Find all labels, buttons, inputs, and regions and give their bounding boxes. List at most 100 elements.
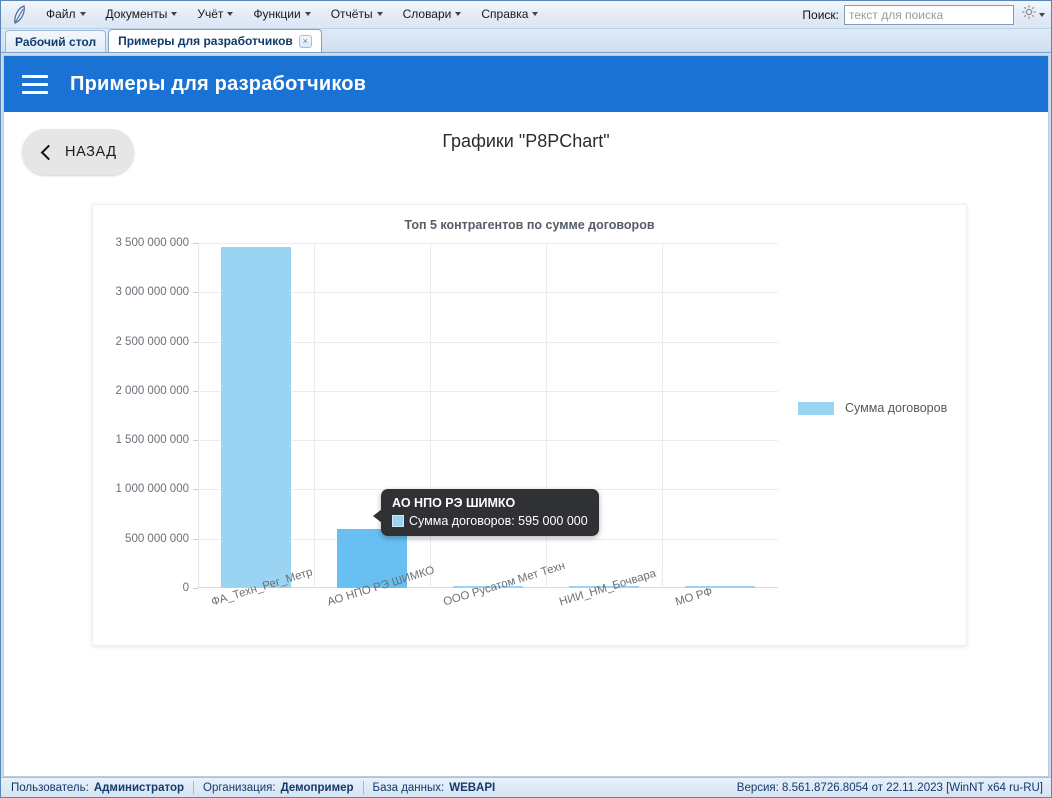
chart-bar[interactable] — [569, 586, 639, 588]
chevron-down-icon — [455, 12, 462, 16]
back-button[interactable]: НАЗАД — [22, 129, 134, 175]
y-axis-tick-label: 500 000 000 — [125, 532, 189, 545]
y-axis-tick-label: 2 000 000 000 — [115, 384, 189, 397]
chevron-down-icon — [532, 12, 539, 16]
tab-desktop[interactable]: Рабочий стол — [5, 30, 107, 52]
chart-bar[interactable] — [453, 585, 523, 588]
status-user-label: Пользователь: — [11, 781, 89, 794]
back-button-label: НАЗАД — [65, 144, 117, 160]
y-axis-tick-label: 0 — [182, 582, 189, 594]
page-title: Графики "P8PChart" — [442, 131, 610, 151]
menu-item-help[interactable]: Справка — [472, 2, 547, 27]
status-divider — [362, 781, 364, 794]
y-axis-tick-mark — [193, 489, 198, 491]
app-header: Примеры для разработчиков — [4, 56, 1048, 112]
grid-line-horizontal — [198, 292, 778, 294]
chart-title: Топ 5 контрагентов по сумме договоров — [404, 218, 655, 232]
app-title: Примеры для разработчиков — [70, 72, 367, 95]
menu-item-label: Файл — [46, 7, 76, 21]
status-org-label: Организация: — [203, 781, 276, 794]
chevron-down-icon — [79, 12, 86, 16]
chart-tooltip: АО НПО РЭ ШИМКО Сумма договоров: 595 000… — [373, 489, 599, 536]
menu-item-label: Словари — [402, 7, 452, 21]
menu-item-label: Отчёты — [330, 7, 373, 21]
y-axis-tick-mark — [193, 538, 198, 540]
feather-logo-icon — [9, 4, 31, 26]
y-axis-tick-mark — [193, 292, 198, 294]
search-label: Поиск: — [802, 7, 839, 22]
chevron-left-icon — [40, 144, 57, 160]
status-user-value: Администратор — [93, 781, 185, 794]
status-db-label: База данных: — [372, 781, 445, 794]
grid-line-horizontal — [198, 440, 778, 442]
menu-item-label: Функции — [253, 7, 301, 21]
chevron-down-icon — [304, 12, 311, 16]
status-db: База данных: WEBAPI — [364, 782, 505, 794]
legend-label: Сумма договоров — [845, 401, 948, 415]
y-axis-tick-label: 1 500 000 000 — [115, 434, 189, 447]
chart-bar[interactable] — [685, 586, 755, 588]
tab-label: Примеры для разработчиков — [118, 34, 293, 48]
menu-item-dictionaries[interactable]: Словари — [394, 2, 471, 27]
y-axis-tick-label: 1 000 000 000 — [115, 483, 189, 496]
menu-item-label: Справка — [481, 7, 529, 21]
legend-swatch — [798, 401, 834, 415]
chart-bar[interactable] — [221, 246, 291, 588]
status-divider — [193, 781, 195, 794]
search-input[interactable] — [844, 4, 1014, 25]
status-db-value: WEBAPI — [449, 781, 496, 794]
tab-strip: Рабочий стол Примеры для разработчиков × — [1, 29, 1051, 53]
page-container: Примеры для разработчиков НАЗАД Графики … — [3, 55, 1049, 777]
chart-plot-area[interactable]: 3 500 000 000 3 000 000 000 2 500 000 000 2… — [115, 237, 778, 608]
x-axis-tick-label: МО РФ — [673, 585, 714, 609]
tooltip-swatch — [392, 515, 404, 527]
tooltip-row: Сумма договоров: 595 000 000 — [392, 514, 588, 528]
y-axis-tick-mark — [193, 588, 198, 589]
menu-item-label: Учёт — [197, 7, 224, 21]
gear-icon — [1021, 4, 1037, 25]
chevron-down-icon — [171, 12, 178, 16]
search-settings-button[interactable] — [1019, 3, 1047, 26]
status-user: Пользователь: Администратор — [7, 782, 193, 794]
status-bar: Пользователь: Администратор Организация:… — [1, 777, 1051, 797]
tooltip-value: Сумма договоров: 595 000 000 — [409, 514, 588, 528]
chart-legend: Сумма договоров — [798, 401, 947, 415]
grid-line-vertical — [546, 243, 547, 588]
grid-line-horizontal — [198, 243, 778, 244]
y-axis-tick-label: 3 500 000 000 — [115, 237, 189, 249]
menu-item-documents[interactable]: Документы — [97, 2, 187, 27]
menu-items: Файл Документы Учёт Функции Отчёты Слова… — [37, 2, 547, 27]
tooltip-title: АО НПО РЭ ШИМКО — [392, 496, 516, 510]
grid-line-vertical — [662, 243, 663, 588]
chart-bar[interactable] — [337, 529, 407, 588]
menu-item-file[interactable]: Файл — [37, 2, 95, 27]
y-axis-tick-label: 2 500 000 000 — [115, 335, 189, 348]
tab-developer-examples[interactable]: Примеры для разработчиков × — [108, 29, 322, 52]
status-org: Организация: Демопример — [194, 782, 363, 794]
menu-item-accounting[interactable]: Учёт — [188, 2, 242, 27]
close-icon[interactable]: × — [298, 34, 312, 48]
chart-card: Топ 5 контрагентов по сумме договоров 3 … — [92, 204, 967, 646]
y-axis-tick-mark — [193, 390, 198, 392]
y-axis-tick-label: 3 000 000 000 — [115, 286, 189, 299]
chevron-down-icon — [1039, 12, 1045, 17]
page-body: НАЗАД Графики "P8PChart" Топ 5 контраген… — [4, 112, 1048, 776]
chevron-down-icon — [376, 12, 383, 16]
chevron-down-icon — [227, 12, 234, 16]
status-org-value: Демопример — [280, 781, 354, 794]
grid-line-horizontal — [198, 390, 778, 392]
menu-item-reports[interactable]: Отчёты — [322, 2, 392, 27]
grid-line-vertical — [314, 243, 315, 588]
menu-item-label: Документы — [105, 7, 168, 21]
menu-item-functions[interactable]: Функции — [244, 2, 319, 27]
grid-line-vertical — [430, 243, 431, 588]
status-version: Версия: 8.561.8726.8054 от 22.11.2023 [W… — [736, 781, 1043, 794]
hamburger-icon[interactable] — [22, 74, 48, 94]
grid-line-horizontal — [198, 538, 778, 540]
menu-bar: Файл Документы Учёт Функции Отчёты Слова… — [1, 1, 1051, 29]
content-area: Примеры для разработчиков НАЗАД Графики … — [1, 53, 1051, 777]
search-area: Поиск: — [802, 3, 1047, 26]
y-axis-tick-mark — [193, 341, 198, 343]
y-axis-tick-mark — [193, 440, 198, 442]
